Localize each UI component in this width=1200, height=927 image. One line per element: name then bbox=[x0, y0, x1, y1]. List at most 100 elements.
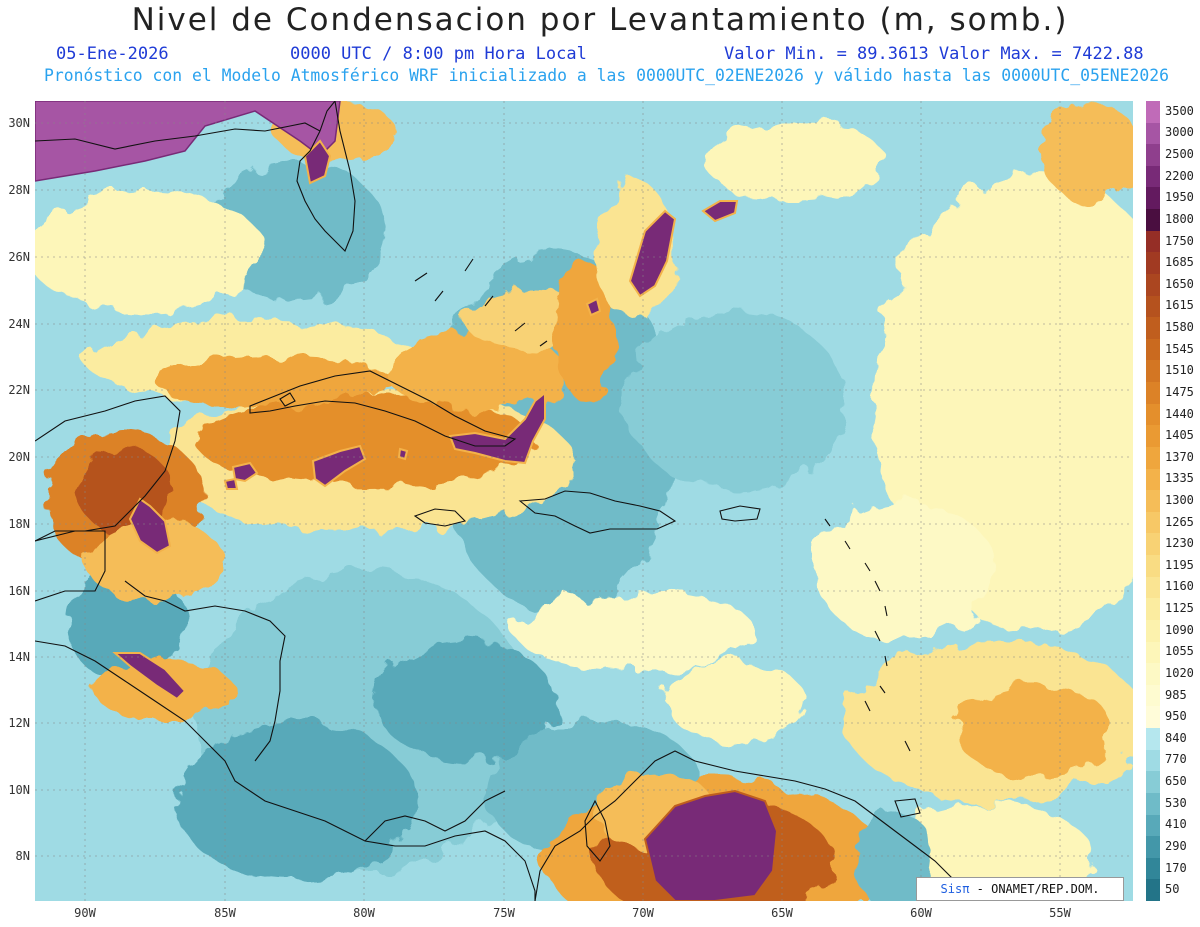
colorbar-label: 530 bbox=[1165, 795, 1187, 810]
purple-atlantic-region-2 bbox=[701, 200, 739, 223]
colorbar-label: 1440 bbox=[1165, 406, 1194, 421]
colorbar-label: 985 bbox=[1165, 687, 1187, 702]
purple-florida-region bbox=[303, 139, 332, 185]
lat-label: 30N bbox=[8, 116, 30, 130]
coast-florida bbox=[296, 101, 356, 252]
colorbar-label: 3500 bbox=[1165, 103, 1194, 118]
colorbar-swatch bbox=[1146, 273, 1160, 297]
colorbar-swatch bbox=[1146, 187, 1160, 210]
lat-label: 8N bbox=[15, 849, 30, 863]
colorbar-swatch bbox=[1146, 619, 1160, 643]
lat-label: 10N bbox=[8, 783, 30, 797]
colorbar-label: 1685 bbox=[1165, 255, 1194, 270]
colorbar-label: 1650 bbox=[1165, 276, 1194, 291]
min-max-values: Valor Min. = 89.3613 Valor Max. = 7422.8… bbox=[724, 44, 1144, 64]
colorbar-label: 840 bbox=[1165, 730, 1187, 745]
colorbar-label: 1510 bbox=[1165, 363, 1194, 378]
coast-jamaica bbox=[413, 508, 467, 527]
colorbar-swatch bbox=[1146, 792, 1160, 815]
colorbar-swatch bbox=[1146, 749, 1160, 772]
graticule bbox=[35, 101, 1133, 901]
colorbar-swatch bbox=[1146, 317, 1160, 340]
coast-bahamas bbox=[414, 258, 548, 347]
colorbar-label: 1020 bbox=[1165, 665, 1194, 680]
coast-gulf-north bbox=[35, 122, 321, 150]
map-title: Nivel de Condensacion por Levantamiento … bbox=[131, 2, 1069, 38]
lat-label: 26N bbox=[8, 250, 30, 264]
coast-puerto-rico bbox=[719, 505, 761, 522]
lon-label: 65W bbox=[771, 906, 793, 920]
colorbar-swatch bbox=[1146, 446, 1160, 470]
lon-label: 70W bbox=[632, 906, 654, 920]
colorbar-label: 1090 bbox=[1165, 622, 1194, 637]
colorbar-label: 1475 bbox=[1165, 384, 1194, 399]
coast-lesser-antilles bbox=[824, 518, 911, 752]
lon-label: 55W bbox=[1049, 906, 1071, 920]
colorbar-swatch bbox=[1146, 533, 1160, 556]
colorbar-swatch bbox=[1146, 101, 1160, 124]
colorbar-swatch bbox=[1146, 641, 1160, 664]
colorbar-swatch bbox=[1146, 706, 1160, 729]
colorbar-swatch bbox=[1146, 771, 1160, 794]
border-mexico-guatemala bbox=[35, 530, 106, 602]
colorbar-swatch bbox=[1146, 252, 1160, 275]
colorbar-swatch bbox=[1146, 165, 1160, 188]
purple-honduras-region bbox=[112, 652, 187, 701]
purple-cuba-region-1 bbox=[311, 444, 367, 488]
colorbar-label: 1055 bbox=[1165, 644, 1194, 659]
colorbar-label: 50 bbox=[1165, 882, 1180, 897]
colorbar-swatch bbox=[1146, 338, 1160, 361]
colorbar-label: 1195 bbox=[1165, 557, 1194, 572]
lon-label: 90W bbox=[74, 906, 96, 920]
colorbar-label: 1300 bbox=[1165, 493, 1194, 507]
colorbar-swatch bbox=[1146, 490, 1160, 513]
colorbar-swatch bbox=[1146, 360, 1160, 383]
colorbar-swatch bbox=[1146, 836, 1160, 859]
colorbar-label: 1545 bbox=[1165, 341, 1194, 356]
lat-label: 18N bbox=[8, 517, 30, 531]
colorbar-swatch bbox=[1146, 403, 1160, 426]
colorbar-swatch bbox=[1146, 555, 1160, 578]
coast-belize-honduras bbox=[124, 580, 286, 762]
coastlines bbox=[35, 101, 966, 901]
colorbar-swatch bbox=[1146, 857, 1160, 880]
colorbar-label: 1950 bbox=[1165, 190, 1194, 205]
lon-label: 80W bbox=[353, 906, 375, 920]
colorbar-label: 1125 bbox=[1165, 601, 1194, 616]
colorbar-label: 1335 bbox=[1165, 471, 1194, 486]
lat-label: 24N bbox=[8, 317, 30, 331]
valid-date: 05-Ene-2026 bbox=[56, 44, 169, 64]
colorbar-label: 2200 bbox=[1165, 168, 1194, 183]
coast-panama bbox=[364, 790, 506, 842]
coast-lake-maracaibo bbox=[584, 799, 611, 862]
colorbar-swatch bbox=[1146, 598, 1160, 621]
colorbar-label: 170 bbox=[1165, 860, 1187, 875]
coast-trinidad bbox=[894, 798, 921, 818]
sispi-logo: Sisπ bbox=[940, 882, 970, 896]
lon-label: 85W bbox=[214, 906, 236, 920]
lcl-map bbox=[35, 101, 1133, 901]
colorbar-swatch bbox=[1146, 122, 1160, 145]
lat-label: 22N bbox=[8, 383, 30, 397]
colorbar-label: 1580 bbox=[1165, 320, 1194, 335]
colorbar-swatch bbox=[1146, 144, 1160, 167]
lat-label: 12N bbox=[8, 716, 30, 730]
purple-atlantic-region-1 bbox=[628, 209, 677, 298]
colorbar-swatch bbox=[1146, 879, 1160, 902]
colorbar-label: 1370 bbox=[1165, 449, 1194, 464]
colorbar-label: 650 bbox=[1165, 774, 1187, 789]
lon-label: 75W bbox=[493, 906, 515, 920]
colorbar-label: 1160 bbox=[1165, 579, 1194, 594]
colorbar-swatch bbox=[1146, 814, 1160, 837]
coast-hispaniola bbox=[518, 490, 677, 534]
colorbar-label: 2500 bbox=[1165, 147, 1194, 162]
colorbar-label: 1800 bbox=[1165, 211, 1194, 226]
colorbar-label: 290 bbox=[1165, 838, 1187, 853]
colorbar-swatch bbox=[1146, 382, 1160, 405]
colorbar-label: 410 bbox=[1165, 817, 1187, 832]
colorbar-swatch bbox=[1146, 663, 1160, 686]
colorbar-swatch bbox=[1146, 295, 1160, 318]
lcl-shading bbox=[35, 101, 1133, 901]
colorbar-label: 1615 bbox=[1165, 298, 1194, 313]
coast-south-america bbox=[534, 750, 966, 901]
